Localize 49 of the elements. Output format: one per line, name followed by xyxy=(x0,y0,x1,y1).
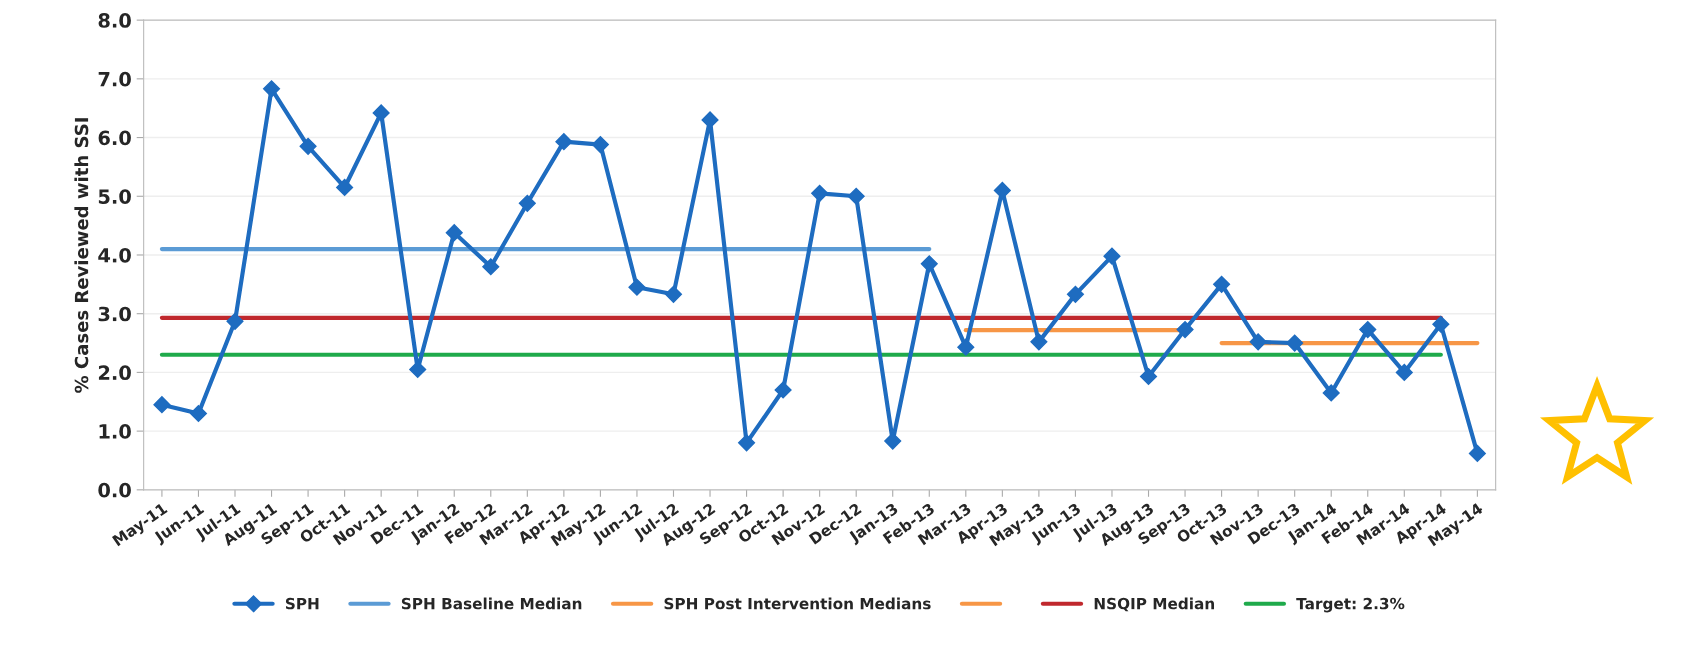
legend-label: SPH Baseline Median xyxy=(401,597,582,610)
y-tick-label: 3.0 xyxy=(98,306,131,322)
point xyxy=(1432,315,1450,333)
point xyxy=(482,258,500,276)
point xyxy=(518,194,536,212)
point xyxy=(1103,247,1121,265)
legend-label: SPH xyxy=(285,597,319,610)
point xyxy=(920,255,938,273)
point xyxy=(1249,333,1267,351)
point xyxy=(1359,320,1377,339)
point xyxy=(1030,333,1048,351)
y-tick-label: 7.0 xyxy=(98,71,131,87)
y-tick-label: 0.0 xyxy=(98,482,131,498)
point xyxy=(628,278,646,296)
point xyxy=(1213,275,1231,293)
point xyxy=(1176,320,1194,339)
y-tick-label: 1.0 xyxy=(99,424,131,439)
point xyxy=(262,80,281,98)
point xyxy=(1468,444,1486,462)
point xyxy=(738,434,756,452)
legend-label: SPH Post Intervention Medians xyxy=(664,597,931,610)
point xyxy=(299,137,317,155)
point xyxy=(445,224,463,242)
point xyxy=(226,312,244,330)
point xyxy=(372,104,390,122)
point xyxy=(1395,363,1413,381)
point xyxy=(847,187,865,205)
point xyxy=(1322,384,1340,402)
point xyxy=(1139,367,1158,386)
y-tick-label: 2.0 xyxy=(98,365,131,381)
point xyxy=(1066,285,1084,303)
point xyxy=(701,111,719,129)
point xyxy=(336,178,354,197)
point xyxy=(555,133,573,151)
y-tick-label: 6.0 xyxy=(98,130,131,146)
point xyxy=(957,338,975,356)
point xyxy=(774,381,792,399)
y-tick-label: 5.0 xyxy=(98,189,131,204)
point xyxy=(591,136,609,154)
point xyxy=(664,285,683,303)
y-tick-label: 8.0 xyxy=(98,13,131,28)
point xyxy=(1286,334,1304,352)
point xyxy=(153,396,171,414)
point xyxy=(811,184,829,202)
legend-label: Target: 2.3% xyxy=(1296,597,1405,613)
legend-label: NSQIP Median xyxy=(1094,597,1215,612)
point xyxy=(189,404,208,423)
y-axis-title: % Cases Reviewed with SSI xyxy=(74,118,89,393)
y-tick-label: 4.0 xyxy=(98,247,131,263)
